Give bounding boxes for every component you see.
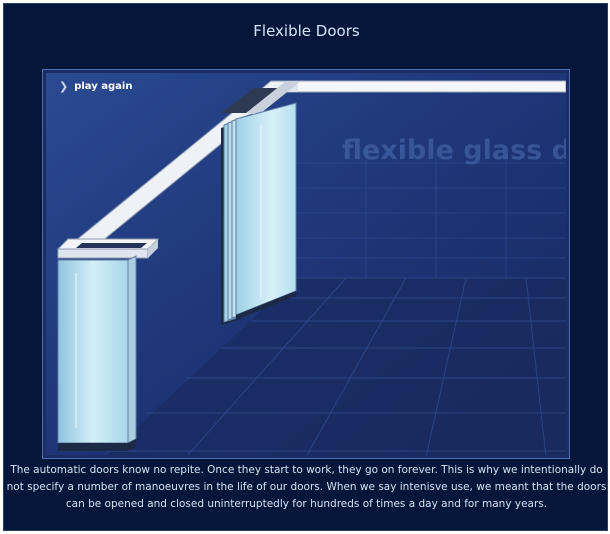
left-door-stack — [57, 255, 137, 451]
page-title: Flexible Doors — [253, 22, 360, 40]
floor-grid — [106, 277, 566, 455]
description-text: The automatic doors know no repite. Once… — [6, 464, 607, 510]
flexible-doors-panel: Flexible Doors — [3, 3, 608, 531]
chevron-right-icon: ❯ — [59, 80, 69, 93]
door-animation-scene: flexible glass doors — [46, 73, 566, 455]
play-again-button[interactable]: ❯ play again — [59, 80, 132, 93]
animation-stage[interactable]: flexible glass doors — [42, 69, 570, 459]
right-door-stack — [221, 102, 297, 325]
play-again-label: play again — [74, 81, 133, 92]
watermark-text: flexible glass doors — [342, 135, 566, 166]
